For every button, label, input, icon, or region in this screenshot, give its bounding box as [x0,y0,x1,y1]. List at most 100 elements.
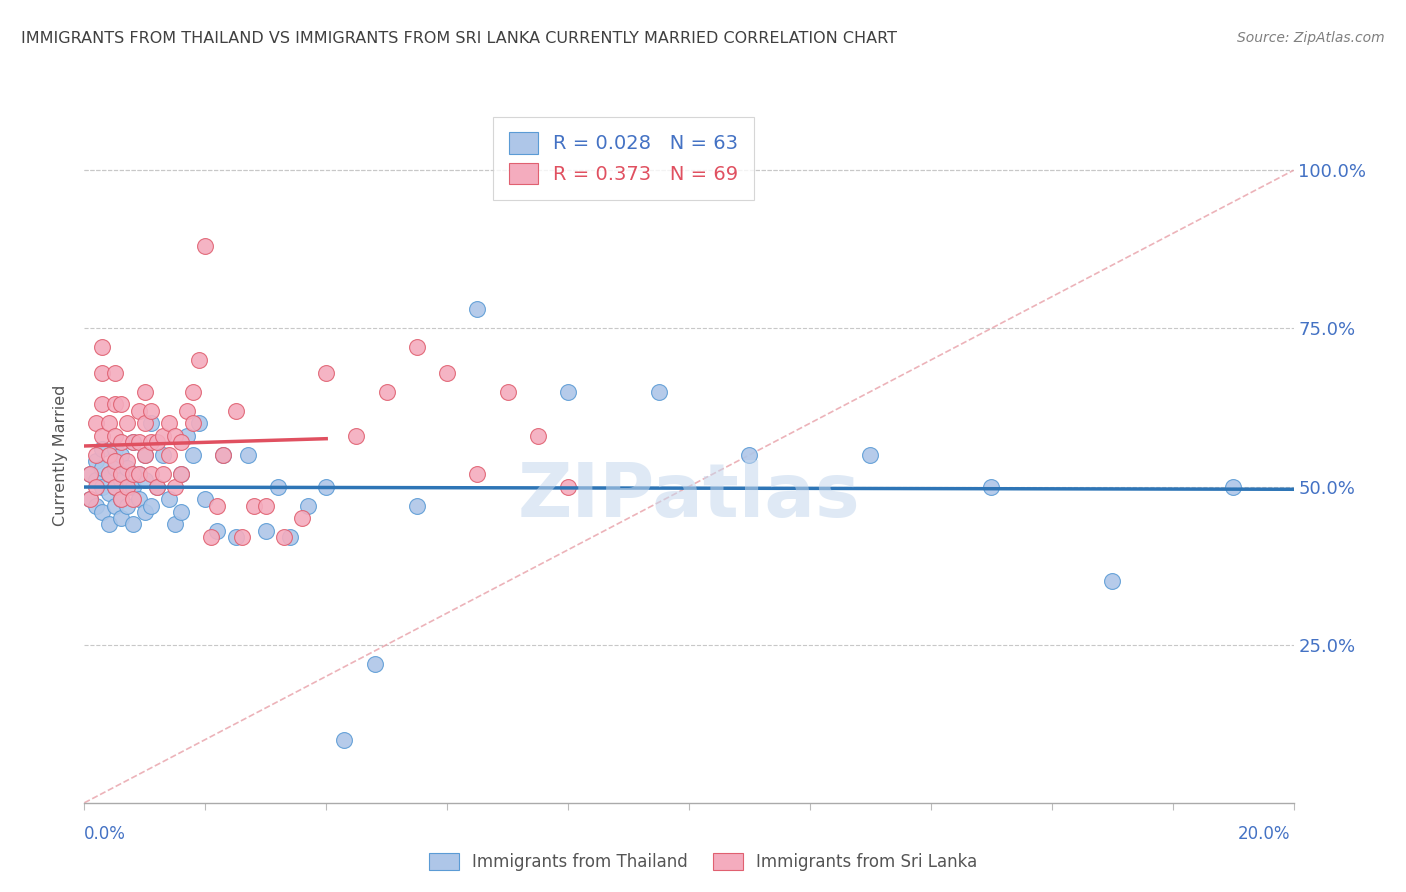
Point [152,429,174,443]
Point [128,467,150,481]
Point [86,473,108,487]
Point [315,479,337,493]
Point [97,467,120,481]
Point [146,479,169,493]
Point [121,467,143,481]
Point [97,486,120,500]
Point [104,460,127,475]
Point [104,366,127,380]
Point [157,448,180,462]
Point [1222,479,1244,493]
Point [134,473,156,487]
Text: ZIPatlas: ZIPatlas [517,460,860,533]
Point [980,479,1002,493]
Point [86,499,108,513]
Point [104,454,127,468]
Point [267,479,290,493]
Point [115,499,138,513]
Legend: Immigrants from Thailand, Immigrants from Sri Lanka: Immigrants from Thailand, Immigrants fro… [420,845,986,880]
Point [859,448,882,462]
Text: IMMIGRANTS FROM THAILAND VS IMMIGRANTS FROM SRI LANKA CURRENTLY MARRIED CORRELAT: IMMIGRANTS FROM THAILAND VS IMMIGRANTS F… [21,31,897,46]
Point [557,384,579,399]
Point [225,530,247,544]
Point [165,517,187,532]
Point [139,435,162,450]
Point [128,492,150,507]
Point [128,467,150,481]
Point [467,302,489,317]
Point [212,448,235,462]
Point [467,467,489,481]
Point [406,340,429,354]
Point [194,239,217,253]
Point [200,530,222,544]
Point [139,467,162,481]
Point [110,467,132,481]
Point [104,479,127,493]
Point [110,492,132,507]
Point [86,479,108,493]
Point [110,397,132,411]
Point [181,384,204,399]
Point [134,384,156,399]
Point [291,511,314,525]
Point [134,448,156,462]
Point [134,448,156,462]
Point [738,448,761,462]
Point [527,429,550,443]
Point [91,340,114,354]
Point [139,403,162,417]
Point [165,429,187,443]
Point [333,732,356,747]
Point [79,467,101,481]
Point [254,499,277,513]
Point [363,657,385,671]
Point [134,417,156,431]
Point [110,492,132,507]
Point [207,499,229,513]
Point [1101,574,1123,589]
Point [194,492,217,507]
Point [436,366,458,380]
Point [104,397,127,411]
Point [97,467,120,481]
Point [278,530,301,544]
Point [188,417,211,431]
Y-axis label: Currently Married: Currently Married [53,384,69,525]
Point [91,397,114,411]
Text: Source: ZipAtlas.com: Source: ZipAtlas.com [1237,31,1385,45]
Point [254,524,277,538]
Point [121,479,143,493]
Point [496,384,519,399]
Point [236,448,259,462]
Point [406,499,429,513]
Point [121,517,143,532]
Point [104,479,127,493]
Point [97,517,120,532]
Point [79,492,101,507]
Point [375,384,398,399]
Point [91,442,114,456]
Point [170,467,193,481]
Legend: R = 0.028   N = 63, R = 0.373   N = 69: R = 0.028 N = 63, R = 0.373 N = 69 [494,117,754,200]
Point [346,429,368,443]
Point [91,479,114,493]
Point [97,417,120,431]
Point [170,435,193,450]
Point [207,524,229,538]
Point [128,403,150,417]
Point [181,448,204,462]
Point [134,505,156,519]
Point [273,530,295,544]
Point [212,448,235,462]
Point [121,492,143,507]
Point [181,417,204,431]
Point [557,479,579,493]
Point [188,353,211,368]
Point [110,448,132,462]
Point [86,448,108,462]
Point [128,435,150,450]
Point [115,479,138,493]
Point [157,417,180,431]
Point [315,366,337,380]
